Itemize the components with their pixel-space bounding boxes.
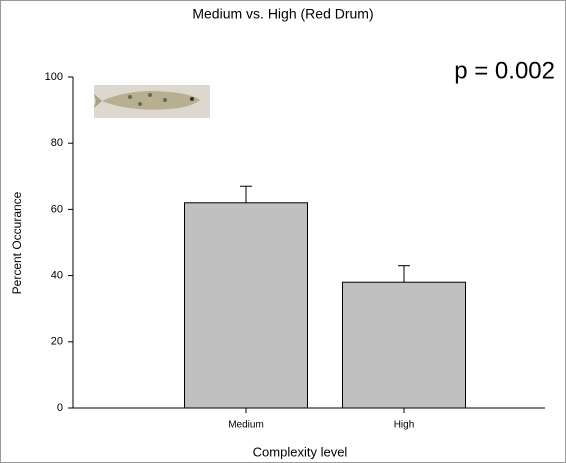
- y-tick-label: 20: [51, 336, 63, 348]
- annotation: p = 0.002: [454, 57, 555, 84]
- y-tick-label: 60: [51, 203, 63, 215]
- y-axis-label: Percent Occurance: [10, 191, 24, 294]
- x-tick-label: Medium: [228, 420, 264, 431]
- bar: [342, 281, 466, 409]
- y-tick-label: 0: [57, 402, 63, 414]
- x-tick-label: High: [394, 420, 415, 431]
- fish-photo: [94, 85, 210, 118]
- x-axis-label: Complexity level: [253, 444, 348, 459]
- y-tick-label: 100: [45, 71, 63, 83]
- chart-title: Medium vs. High (Red Drum): [192, 6, 373, 22]
- y-tick-label: 80: [51, 137, 63, 149]
- bar: [184, 202, 308, 409]
- y-tick-label: 40: [51, 270, 63, 282]
